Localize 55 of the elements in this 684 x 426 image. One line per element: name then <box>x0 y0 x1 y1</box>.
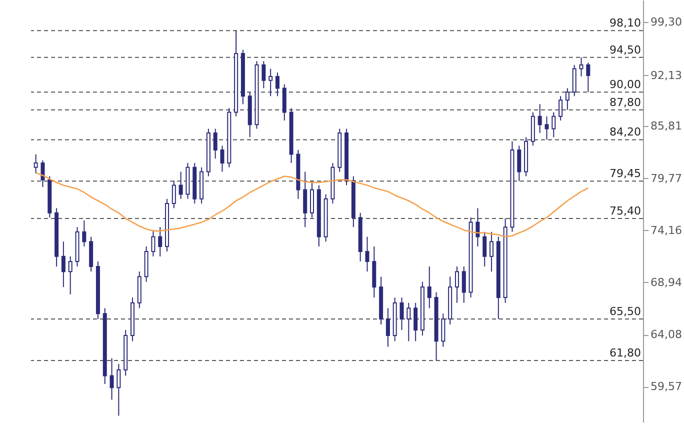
y-tick-label: 68,94 <box>650 276 682 289</box>
ref-line-label: 87,80 <box>610 96 641 109</box>
y-tick-label: 79,77 <box>650 172 682 185</box>
ref-line-label: 84,20 <box>610 126 641 139</box>
candlestick <box>414 302 418 342</box>
candlestick <box>178 171 183 200</box>
candlestick <box>365 236 370 272</box>
ref-line-label: 75,40 <box>610 204 641 218</box>
candlestick <box>462 266 466 304</box>
candlestick <box>572 64 576 97</box>
candlestick <box>151 229 156 257</box>
candlestick <box>552 112 556 138</box>
candlestick <box>268 68 273 97</box>
candlestick <box>310 180 314 218</box>
candlestick <box>110 358 114 400</box>
candlestick <box>579 56 584 77</box>
candlestick <box>213 128 218 160</box>
candlestick <box>303 171 308 228</box>
candlestick <box>34 154 38 174</box>
candlestick <box>220 145 224 172</box>
y-tick-label: 74,16 <box>650 224 682 237</box>
ref-line-label: 94,50 <box>610 43 641 56</box>
candlestick <box>482 231 487 267</box>
candlestick <box>441 313 446 348</box>
candlestick <box>386 308 390 348</box>
candlestick <box>82 220 86 248</box>
y-tick-label: 64,08 <box>650 328 682 342</box>
candlestick <box>400 297 404 330</box>
ref-line-label: 61,80 <box>610 346 641 360</box>
ref-line-label: 98,10 <box>610 16 641 30</box>
ref-line-label: 79,45 <box>610 167 641 180</box>
candlestick <box>172 180 176 209</box>
candlestick <box>565 88 570 110</box>
candlestick <box>275 72 280 97</box>
candlestick <box>40 160 45 188</box>
candlestick <box>517 145 522 182</box>
candlestick <box>61 241 66 288</box>
candlestick <box>544 116 549 140</box>
candlestick <box>406 302 411 342</box>
candlestick <box>116 363 121 416</box>
candlestick <box>586 62 590 93</box>
y-tick-label: 59,57 <box>650 380 682 394</box>
candlestick <box>538 104 542 134</box>
candlestick <box>68 256 72 295</box>
y-tick-label: 92,13 <box>650 68 682 82</box>
ref-line-label: 90,00 <box>610 78 641 92</box>
y-tick-label: 99,30 <box>650 15 682 28</box>
ref-line-label: 65,50 <box>610 305 641 318</box>
candlestick <box>558 96 563 121</box>
candlestick <box>427 266 432 309</box>
candlestick <box>490 231 494 272</box>
y-tick-label: 85,81 <box>650 120 682 133</box>
candlestick <box>262 60 266 89</box>
candlestick <box>454 266 459 304</box>
candlestick <box>158 226 162 257</box>
